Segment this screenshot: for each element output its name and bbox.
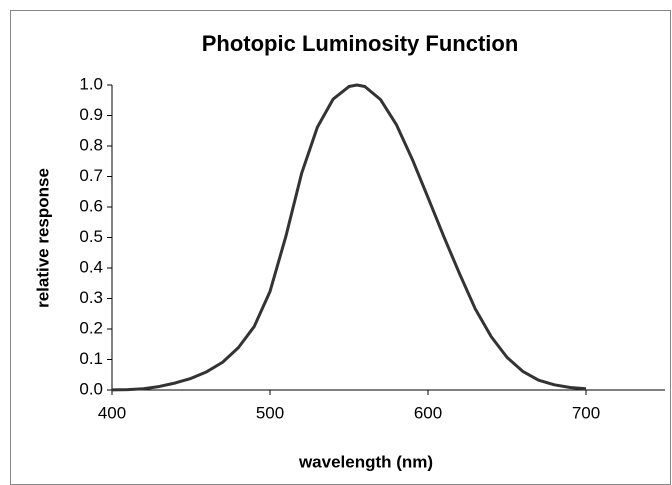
- y-tick-label: 0.2: [79, 318, 103, 337]
- x-tick-label: 600: [414, 403, 442, 422]
- chart-title: Photopic Luminosity Function: [202, 31, 519, 56]
- y-tick-label: 0.3: [79, 288, 103, 307]
- x-axis-label: wavelength (nm): [298, 452, 433, 471]
- y-tick-label: 0.9: [79, 105, 103, 124]
- x-tick-label: 500: [256, 403, 284, 422]
- y-tick-label: 0.8: [79, 135, 103, 154]
- x-tick-label: 400: [98, 403, 126, 422]
- y-axis-label: relative response: [33, 168, 52, 308]
- data-line: [111, 83, 587, 392]
- x-tick-label: 700: [572, 403, 600, 422]
- y-tick-label: 1.0: [79, 74, 103, 93]
- y-tick-label: 0.7: [79, 166, 103, 185]
- y-tick-label: 0.5: [79, 227, 103, 246]
- y-tick-label: 0.6: [79, 196, 103, 215]
- y-tick-label: 0.0: [79, 379, 103, 398]
- y-tick-label: 0.1: [79, 349, 103, 368]
- y-tick-label: 0.4: [79, 257, 103, 276]
